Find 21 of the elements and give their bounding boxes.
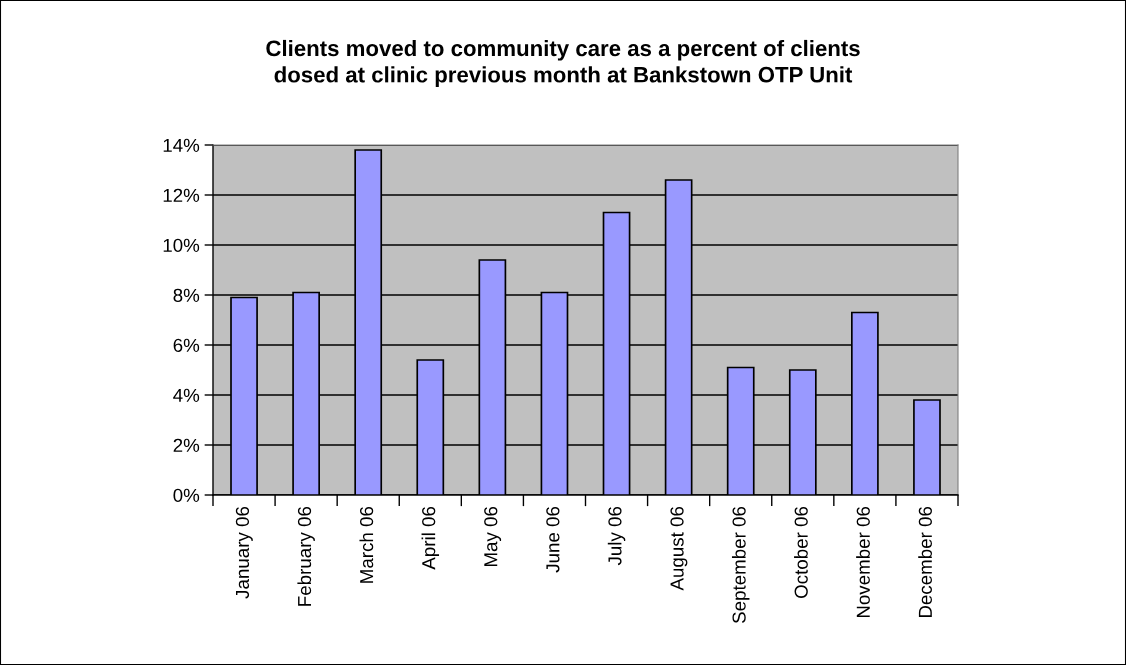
x-tick-label: January 06 [235, 506, 253, 599]
x-tick-label: June 06 [546, 506, 560, 573]
x-tick-label: April 06 [421, 506, 440, 570]
y-tick-label: 6% [173, 338, 200, 352]
x-tick-label: September 06 [731, 506, 750, 624]
x-tick-label: May 06 [484, 506, 502, 567]
y-tick-label: 0% [173, 488, 200, 502]
y-tick-label: 12% [163, 188, 200, 202]
y-tick-label: 10% [163, 238, 200, 252]
chart-title: Clients moved to community care as a percent of clients dosed at clinic previous month at Bankstown OTP Unit [266, 39, 860, 87]
x-tick-label: November 06 [856, 506, 870, 618]
x-tick-label: March 06 [359, 506, 374, 583]
y-tick-label: 14% [163, 138, 200, 152]
x-tick-label: February 06 [297, 506, 315, 606]
y-tick-label: 8% [173, 288, 200, 302]
y-tick-label: 2% [173, 438, 200, 452]
x-tick-label: December 06 [918, 506, 932, 618]
y-tick-label: 4% [173, 388, 200, 402]
x-tick-label: October 06 [794, 506, 808, 598]
x-tick-label: July 06 [607, 506, 626, 566]
x-tick-label: August 06 [670, 506, 688, 591]
